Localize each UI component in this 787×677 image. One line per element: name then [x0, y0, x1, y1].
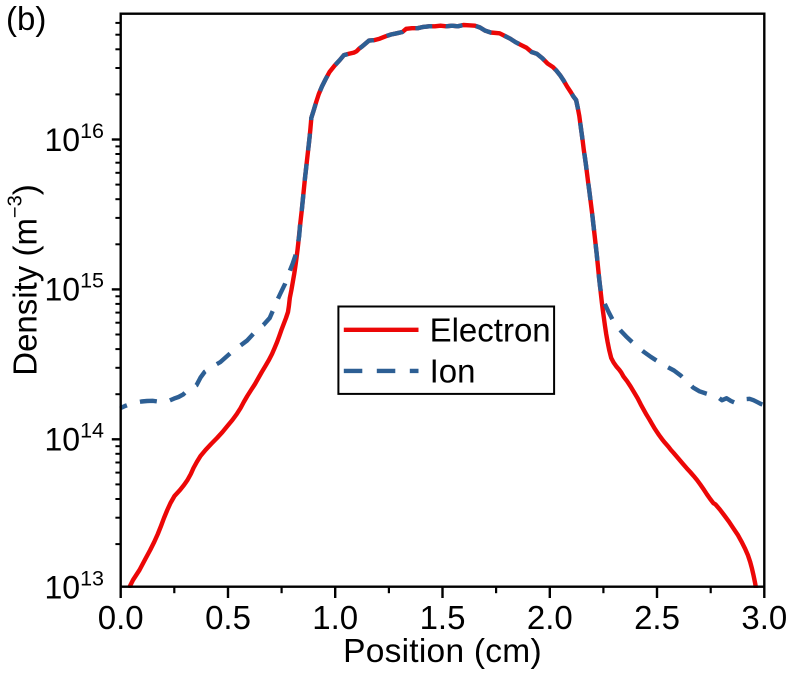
svg-text:2.0: 2.0	[527, 599, 573, 636]
svg-text:Ion: Ion	[430, 352, 476, 389]
svg-text:Electron: Electron	[430, 311, 551, 348]
svg-text:1.0: 1.0	[312, 599, 358, 636]
svg-text:2.5: 2.5	[634, 599, 680, 636]
svg-text:(b): (b)	[6, 0, 46, 37]
svg-text:0.0: 0.0	[98, 599, 144, 636]
svg-text:1.5: 1.5	[420, 599, 466, 636]
svg-text:0.5: 0.5	[205, 599, 251, 636]
svg-text:Position (cm): Position (cm)	[343, 633, 542, 670]
svg-text:3.0: 3.0	[741, 599, 787, 636]
svg-text:1014: 1014	[44, 419, 104, 458]
